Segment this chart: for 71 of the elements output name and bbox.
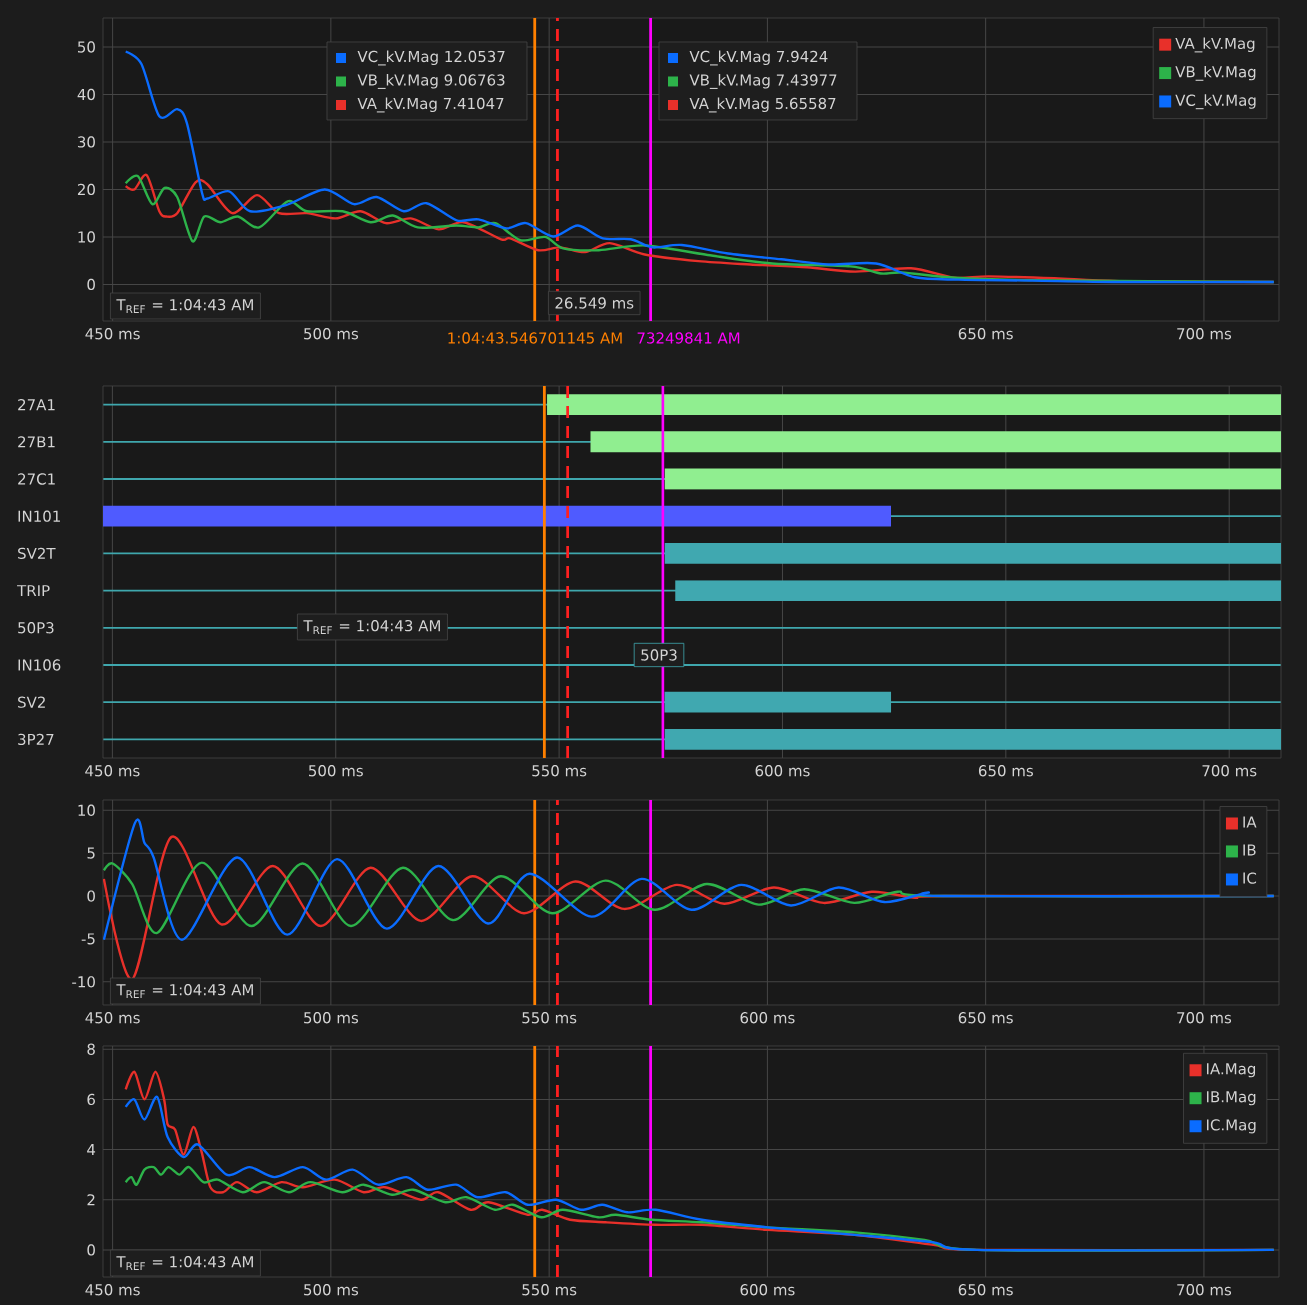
x-tick-label: 700 ms — [1177, 1284, 1232, 1296]
y-tick-label: 30 — [77, 136, 95, 148]
annotation: T$_{REF}$ = 1:04:43 AM — [303, 620, 440, 634]
y-tick-label: -10 — [72, 976, 95, 988]
y-tick-label: 2 — [87, 1194, 95, 1206]
legend-label: IA.Mag — [1207, 1063, 1256, 1078]
annotation: VB_kV.Mag 7.43977 — [689, 74, 837, 89]
text: 1:04:43.546701145 AM — [448, 332, 622, 344]
legend-label: IC.Mag — [1207, 1119, 1256, 1134]
legend-label: IA — [1243, 816, 1257, 828]
x-tick-label: 700 ms — [1177, 328, 1232, 340]
y-tick-label: 27A1 — [18, 399, 55, 411]
y-tick-label: 50 — [78, 41, 95, 53]
legend-label: IB.Mag — [1207, 1091, 1256, 1106]
y-tick-label: 10 — [78, 231, 95, 243]
y-tick-label: IN101 — [18, 510, 60, 522]
x-tick-label: 500 ms — [304, 1012, 359, 1024]
y-tick-label: 27B1 — [18, 436, 55, 448]
annotation: 26.549 ms — [555, 297, 634, 309]
x-tick-label: 550 ms — [522, 1012, 577, 1024]
annotation: T$_{REF}$ = 1:04:43 AM — [116, 298, 253, 313]
y-tick-label: -5 — [81, 933, 95, 945]
x-tick-label: 500 ms — [304, 1284, 359, 1296]
text: 73249841 AM — [637, 332, 740, 344]
y-tick-label: 20 — [77, 183, 95, 196]
legend-label: VC_kV.Mag — [1175, 94, 1256, 110]
annotation: 50P3 — [641, 649, 677, 661]
legend-label: VB_kV.Mag — [1175, 65, 1256, 81]
y-tick-label: 10 — [78, 804, 95, 816]
y-tick-label: IN106 — [18, 659, 61, 671]
annotation: VA_kV.Mag 7.41047 — [357, 97, 504, 113]
y-tick-label: 27C1 — [18, 473, 55, 485]
y-tick-label: 40 — [77, 88, 95, 101]
y-tick-label: 6 — [87, 1093, 95, 1106]
y-tick-label: 3P27 — [18, 733, 54, 746]
y-tick-label: 0 — [87, 890, 95, 902]
x-tick-label: 450 ms — [85, 1284, 140, 1296]
x-tick-label: 450 ms — [85, 1012, 140, 1024]
x-tick-label: 450 ms — [85, 765, 140, 777]
y-tick-label: 4 — [87, 1144, 96, 1156]
x-tick-label: 600 ms — [740, 1284, 795, 1296]
legend-label: VA_kV.Mag — [1175, 37, 1255, 53]
annotation: VA_kV.Mag 5.65587 — [689, 97, 836, 113]
x-tick-label: 700 ms — [1202, 765, 1257, 777]
x-tick-label: 650 ms — [958, 328, 1013, 340]
x-tick-label: 500 ms — [309, 765, 363, 777]
x-tick-label: 500 ms — [304, 328, 359, 340]
x-tick-label: 650 ms — [958, 1012, 1013, 1024]
y-tick-label: 0 — [87, 278, 95, 291]
y-tick-label: SV2 — [18, 696, 45, 708]
y-tick-label: SV2T — [18, 547, 56, 560]
x-tick-label: 650 ms — [958, 1284, 1013, 1296]
annotation: VC_kV.Mag 12.0537 — [357, 50, 505, 66]
legend-label: IC — [1243, 872, 1257, 884]
x-tick-label: 550 ms — [532, 765, 587, 777]
annotation: VC_kV.Mag 7.9424 — [689, 50, 828, 66]
x-tick-label: 450 ms — [85, 328, 140, 340]
x-tick-label: 700 ms — [1177, 1012, 1232, 1024]
y-tick-label: 8 — [87, 1043, 95, 1055]
annotation: VB_kV.Mag 9.06763 — [357, 74, 505, 89]
x-tick-label: 600 ms — [740, 1012, 795, 1024]
annotation: T$_{REF}$ = 1:04:43 AM — [116, 984, 253, 998]
y-tick-label: 5 — [87, 847, 95, 859]
x-tick-label: 600 ms — [755, 765, 810, 777]
legend-label: IB — [1243, 844, 1256, 856]
y-tick-label: 0 — [87, 1244, 95, 1256]
y-tick-label: TRIP — [17, 585, 50, 597]
y-tick-label: 50P3 — [18, 622, 54, 634]
x-tick-label: 550 ms — [522, 1284, 577, 1296]
x-tick-label: 650 ms — [978, 765, 1033, 777]
annotation: T$_{REF}$ = 1:04:43 AM — [116, 1256, 253, 1270]
